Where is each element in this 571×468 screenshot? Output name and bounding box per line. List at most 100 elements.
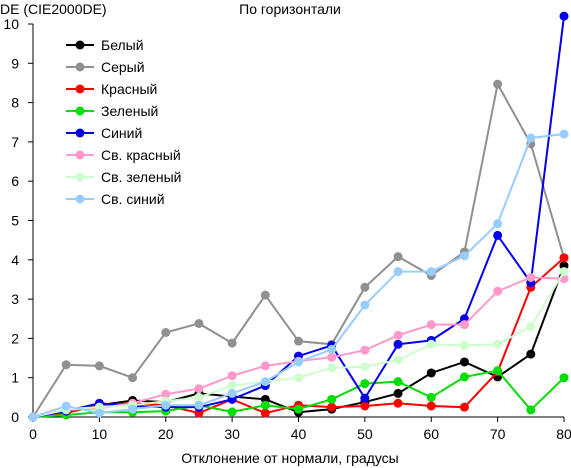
data-point: [493, 230, 503, 240]
data-point: [94, 408, 104, 418]
series-line: [32, 276, 565, 418]
data-point: [161, 400, 171, 410]
data-point: [360, 393, 370, 403]
data-point: [294, 336, 303, 346]
legend-swatch-marker: [75, 194, 85, 204]
data-point: [294, 373, 303, 383]
y-tick-label: 0: [11, 409, 19, 425]
x-tick-label: 20: [158, 426, 174, 442]
x-tick-label: 0: [29, 426, 37, 442]
data-point: [559, 253, 569, 263]
y-tick-label: 6: [11, 173, 19, 189]
data-point: [559, 373, 569, 383]
data-point: [260, 400, 270, 410]
legend-label: Красный: [101, 81, 157, 97]
data-point: [459, 320, 469, 330]
data-point: [327, 394, 337, 404]
data-point: [227, 407, 237, 417]
legend-label: Белый: [101, 37, 144, 53]
x-tick-label: 40: [291, 426, 307, 442]
y-tick-label: 1: [11, 370, 19, 386]
data-point: [393, 398, 403, 408]
data-point: [194, 318, 204, 328]
series-8: [28, 129, 569, 422]
data-point: [61, 401, 71, 411]
x-tick-label: 50: [357, 426, 373, 442]
y-tick-label: 8: [11, 95, 19, 111]
data-point: [327, 352, 337, 362]
legend-item: Зеленый: [66, 103, 158, 119]
data-point: [227, 338, 237, 348]
x-axis-label: Отклонение от нормали, градусы: [181, 450, 398, 466]
data-point: [526, 322, 536, 332]
y-tick-label: 10: [3, 16, 19, 32]
series-6: [28, 272, 569, 422]
data-point: [559, 129, 569, 139]
data-point: [493, 219, 503, 229]
axes: 0 10 20 30 40 50 60 70 80 0 1 2 3 4 5 6 7 8 9 10: [3, 16, 571, 442]
data-point: [360, 401, 370, 411]
data-point: [426, 392, 436, 402]
data-point: [128, 404, 138, 414]
data-point: [393, 267, 403, 277]
data-point: [94, 361, 104, 371]
data-point: [426, 267, 436, 277]
data-point: [327, 344, 337, 354]
legend-label: Зеленый: [101, 103, 158, 119]
x-tick-label: 10: [92, 426, 108, 442]
data-point: [426, 368, 436, 378]
x-tick-label: 30: [224, 426, 240, 442]
data-point: [360, 362, 370, 372]
legend-swatch-marker: [75, 150, 85, 160]
data-point: [393, 388, 403, 398]
data-point: [360, 345, 370, 355]
data-point: [161, 328, 171, 338]
data-point: [493, 79, 503, 89]
legend-swatch-marker: [75, 128, 85, 138]
data-point: [360, 300, 370, 310]
data-point: [426, 320, 436, 330]
data-point: [526, 133, 536, 143]
legend-swatch-marker: [75, 106, 85, 116]
data-point: [526, 272, 536, 282]
data-point: [393, 330, 403, 340]
y-tick-label: 9: [11, 55, 19, 71]
data-point: [294, 357, 303, 367]
data-point: [559, 267, 569, 277]
data-point: [28, 412, 38, 422]
legend-swatch-marker: [75, 172, 85, 182]
data-point: [493, 366, 503, 376]
data-point: [260, 408, 270, 418]
data-point: [227, 381, 237, 391]
legend-swatch-marker: [75, 40, 85, 50]
data-point: [393, 355, 403, 365]
data-point: [260, 290, 270, 300]
data-point: [426, 401, 436, 411]
data-point: [327, 363, 337, 373]
chart-title: По горизонтали: [239, 1, 341, 17]
x-tick-label: 60: [423, 426, 439, 442]
data-point: [227, 371, 237, 381]
data-point: [459, 340, 469, 350]
data-point: [360, 379, 370, 389]
y-tick-label: 3: [11, 291, 19, 307]
data-point: [393, 339, 403, 349]
legend-label: Св. зеленый: [101, 169, 181, 185]
data-point: [493, 339, 503, 349]
data-point: [526, 405, 536, 415]
data-point: [459, 372, 469, 382]
legend-swatch-marker: [75, 84, 85, 94]
data-point: [393, 252, 403, 262]
y-tick-label: 2: [11, 330, 19, 346]
legend-item: Белый: [66, 37, 144, 53]
x-tick-label: 70: [490, 426, 506, 442]
legend-swatch-marker: [75, 62, 85, 72]
data-point: [260, 361, 270, 371]
data-point: [459, 402, 469, 412]
legend-label: Св. синий: [101, 191, 165, 207]
data-point: [294, 404, 303, 414]
y-tick-label: 7: [11, 134, 19, 150]
data-point: [61, 360, 71, 370]
data-point: [194, 384, 204, 394]
